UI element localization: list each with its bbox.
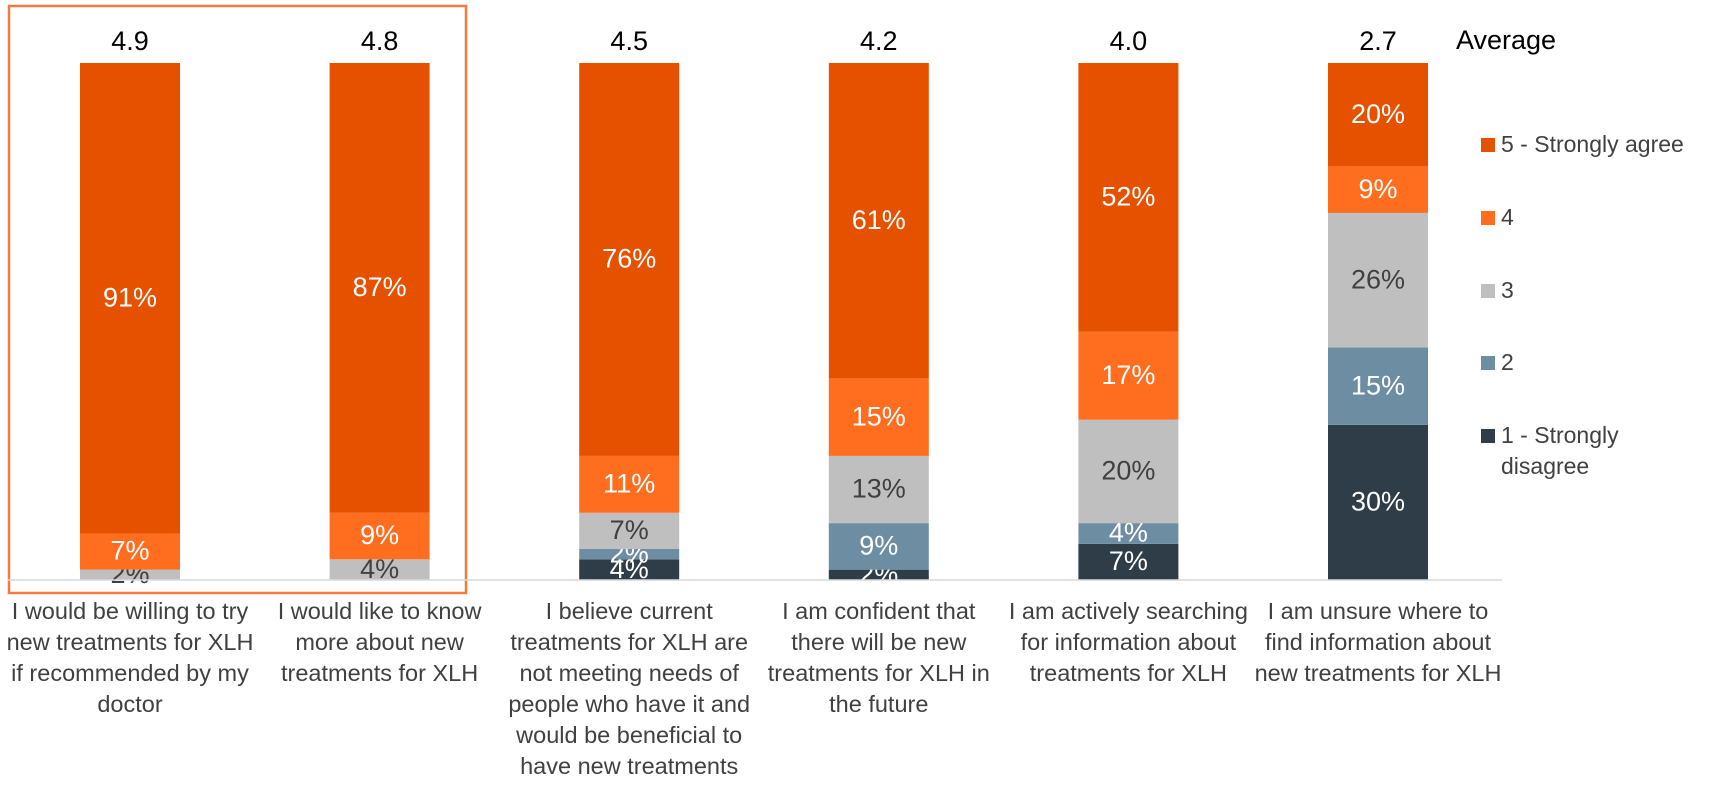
bar-segment: [1328, 424, 1428, 580]
average-title: Average: [1456, 25, 1556, 55]
legend-entry: 1 - Strongly disagree: [1481, 420, 1661, 482]
x-tick-label: I am actively searching for information …: [1008, 598, 1248, 686]
legend-swatch: [1481, 138, 1495, 152]
bar-segment: [828, 523, 929, 570]
x-tick-label: I am unsure where to find information ab…: [1254, 598, 1502, 686]
legend-entry: 3: [1481, 275, 1724, 306]
bar-segment: [579, 512, 680, 549]
legend-swatch: [1481, 211, 1495, 225]
data-label: 20%: [1351, 99, 1405, 129]
average-label: 2.7: [1359, 26, 1397, 56]
x-tick-label: I believe current treatments for XLH are…: [508, 598, 751, 779]
legend-entry: 5 - Strongly agree: [1481, 129, 1724, 160]
bar-segment: [1328, 347, 1428, 425]
data-label: 17%: [1101, 360, 1155, 390]
legend-label: 3: [1501, 277, 1514, 303]
legend-entry: 2: [1481, 347, 1724, 378]
bar-segment: [1078, 543, 1179, 580]
data-label: 30%: [1351, 487, 1405, 517]
data-label: 11%: [603, 468, 655, 498]
data-label: 9%: [360, 520, 399, 550]
data-label: 87%: [353, 272, 407, 302]
average-label: 4.9: [111, 26, 149, 56]
legend-entry: 4: [1481, 202, 1724, 233]
bar-segment: [80, 569, 180, 580]
data-label: 91%: [103, 282, 157, 312]
bar-segment: [828, 569, 929, 580]
data-label: 76%: [602, 244, 656, 274]
data-label: 7%: [610, 515, 649, 545]
bar-segment: [329, 559, 430, 580]
bar-segment: [329, 63, 430, 513]
average-label: 4.0: [1110, 26, 1148, 56]
bar-segment: [1078, 331, 1179, 420]
data-label: 15%: [852, 401, 906, 431]
data-label: 9%: [1358, 174, 1397, 204]
bar-segment: [579, 63, 680, 456]
average-label: 4.2: [860, 26, 898, 56]
x-tick-label: I would be willing to try new treatments…: [6, 598, 254, 717]
bar-segment: [579, 559, 680, 580]
data-label: 61%: [852, 205, 906, 235]
bar-segment: [1328, 63, 1428, 167]
legend-label: 4: [1501, 204, 1514, 230]
data-label: 13%: [852, 474, 906, 504]
bar-segment: [1078, 523, 1179, 544]
legend-label: 5 - Strongly agree: [1501, 131, 1684, 157]
bar-segment: [1328, 212, 1428, 348]
data-label: 15%: [1351, 370, 1405, 400]
bar-segment: [1078, 419, 1179, 524]
data-label: 26%: [1351, 264, 1405, 294]
average-label: 4.8: [361, 26, 399, 56]
bar-segment: [828, 63, 929, 379]
legend-label: 1 - Strongly disagree: [1501, 422, 1619, 479]
legend-label: 2: [1501, 349, 1514, 375]
legend-swatch: [1481, 429, 1495, 443]
bar-segment: [80, 533, 180, 570]
bar-segment: [828, 378, 929, 456]
x-tick-label: I am confident that there will be new tr…: [767, 598, 990, 717]
bar-segment: [80, 63, 180, 534]
bar-segment: [1078, 63, 1179, 332]
data-label: 20%: [1101, 456, 1155, 486]
legend-swatch: [1481, 284, 1495, 298]
data-label: 7%: [110, 536, 149, 566]
data-label: 7%: [1109, 546, 1148, 576]
bar-segment: [1328, 166, 1428, 213]
bar-segment: [579, 455, 680, 513]
bar-segment: [579, 548, 680, 560]
bar-segment: [329, 512, 430, 560]
x-tick-label: I would like to know more about new trea…: [277, 598, 482, 686]
data-label: 9%: [859, 531, 898, 561]
highlight-box: [7, 4, 468, 595]
data-label: 52%: [1101, 182, 1155, 212]
legend-swatch: [1481, 356, 1495, 370]
average-label: 4.5: [610, 26, 648, 56]
bar-segment: [828, 455, 929, 524]
